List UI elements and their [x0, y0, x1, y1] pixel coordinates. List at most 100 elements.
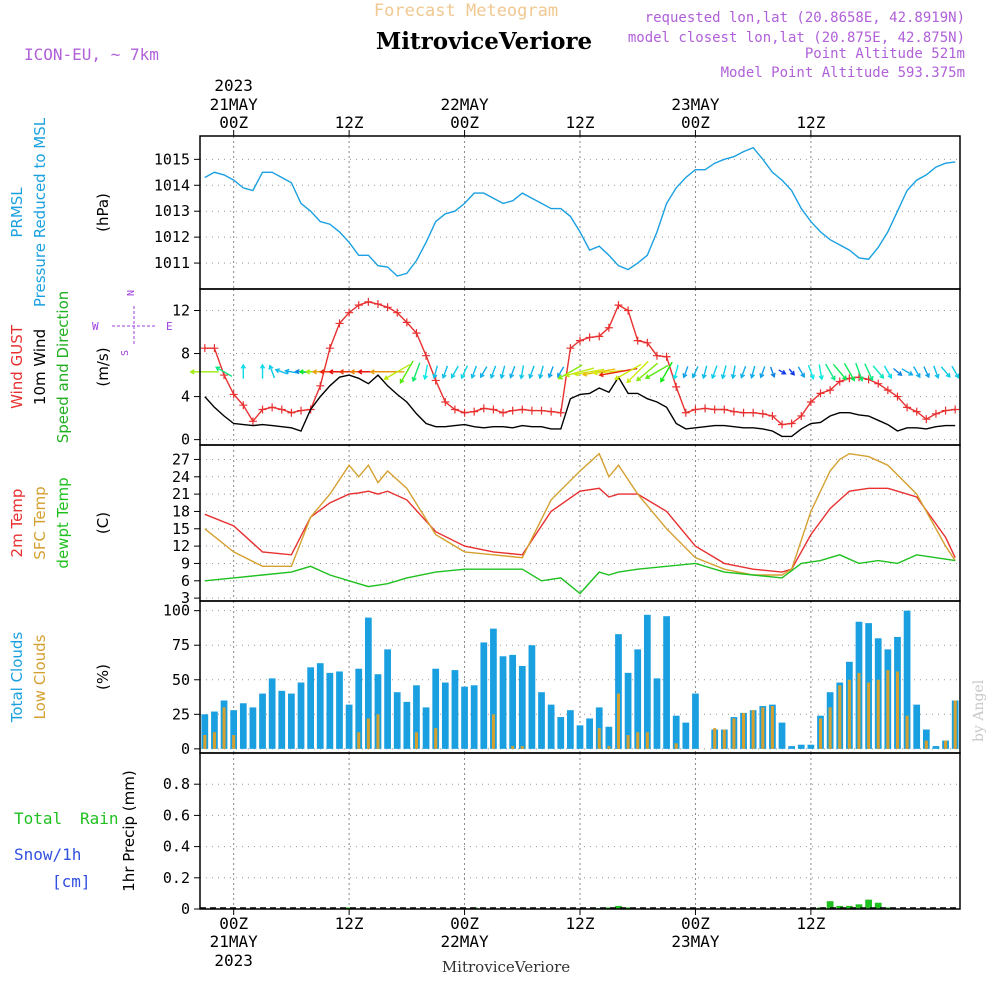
bar-total	[932, 746, 940, 749]
gust-marker	[556, 408, 565, 417]
bar-total	[355, 668, 363, 749]
wind-arrow-head	[349, 369, 355, 375]
gust-marker	[277, 405, 286, 414]
gust-marker	[768, 411, 777, 420]
bar-low	[636, 732, 640, 749]
wind-arrow	[614, 363, 642, 380]
gust-marker	[691, 405, 700, 414]
bar-rain	[874, 902, 882, 909]
bar-total	[336, 671, 343, 749]
bottom-day-label: 22MAY	[440, 932, 489, 951]
bar-low	[905, 715, 909, 749]
y-tick-label: 18	[172, 502, 190, 520]
panel-ylabel: Low Clouds	[31, 634, 49, 719]
gust-marker	[345, 308, 354, 317]
y-tick-label: 12	[172, 302, 190, 320]
bar-total	[605, 726, 613, 749]
panel-ylabel: (hPa)	[94, 193, 112, 232]
wind-arrow-head	[328, 369, 334, 375]
wind-arrow-head	[830, 375, 836, 381]
wind-arrow-head	[311, 369, 317, 375]
gust-marker	[248, 417, 257, 426]
panel-ylabel: Wind GUST	[8, 324, 26, 409]
series-line-pressure	[204, 146, 956, 277]
wind-arrow-head	[432, 373, 438, 380]
gust-marker	[210, 344, 219, 353]
gust-marker	[229, 390, 238, 399]
bar-low	[886, 670, 890, 749]
bar-rain	[855, 904, 863, 909]
wind-arrow-head	[868, 375, 874, 382]
bar-rain	[846, 905, 853, 909]
wind-arrow-head	[790, 370, 795, 376]
y-tick-label: 0.6	[163, 806, 190, 824]
top-hour-label: 12Z	[566, 113, 595, 132]
y-tick-label: 50	[172, 671, 190, 689]
gust-marker	[912, 407, 921, 416]
wind-arrow-head	[770, 372, 776, 379]
gust-marker	[835, 377, 844, 386]
wind-arrow-head	[284, 368, 290, 374]
bar-low	[847, 679, 851, 749]
bar-total	[509, 654, 517, 749]
wind-arrow	[285, 370, 298, 374]
wind-arrow-head	[908, 371, 914, 376]
gust-marker	[739, 408, 748, 417]
bar-total	[557, 717, 565, 749]
bar-low	[616, 693, 620, 749]
gust-marker	[479, 404, 488, 413]
wind-arrow-head	[781, 369, 787, 375]
wind-arrow-head	[635, 376, 642, 382]
y-tick-label: 12	[172, 537, 190, 555]
panel-ylabel: 10m Wind	[31, 329, 49, 405]
gust-marker	[903, 403, 912, 412]
top-day-label: 21MAY	[210, 95, 259, 114]
gust-marker	[537, 406, 546, 415]
bar-low	[222, 707, 226, 749]
wind-arrow-head	[809, 374, 815, 380]
bar-total	[432, 668, 440, 749]
gust-marker	[422, 351, 431, 360]
bar-total	[634, 649, 642, 749]
wind-arrow	[883, 365, 892, 379]
gust-marker	[239, 401, 248, 410]
wind-arrow	[864, 363, 874, 381]
bar-low	[732, 718, 736, 749]
gust-marker	[547, 407, 556, 416]
top-hour-label: 12Z	[796, 113, 825, 132]
top-year: 2023	[214, 76, 253, 95]
bar-low	[761, 707, 765, 749]
bar-total	[518, 665, 526, 749]
panel-ylabel: Speed and Direction	[54, 291, 72, 444]
wind-arrow-head	[682, 373, 688, 379]
bar-total	[422, 707, 430, 749]
y-tick-label: 1012	[154, 228, 190, 246]
wind-arrow	[732, 365, 736, 379]
wind-arrow-head	[818, 375, 824, 381]
bar-rain	[615, 905, 622, 909]
wind-arrow	[636, 362, 659, 382]
panel-frame	[199, 752, 961, 910]
bar-low	[876, 679, 880, 749]
wind-arrow	[520, 365, 525, 379]
compass-s: S	[120, 350, 131, 356]
bar-low	[626, 735, 630, 749]
bar-rain	[884, 907, 892, 909]
bar-low	[838, 685, 842, 749]
bar-total	[663, 616, 670, 749]
wind-arrow	[424, 364, 429, 379]
wind-arrow-head	[749, 373, 755, 379]
gust-marker	[749, 408, 758, 417]
bar-low	[376, 714, 380, 749]
wind-arrow-head	[274, 368, 280, 374]
gust-marker	[431, 376, 440, 385]
bar-total	[278, 690, 286, 749]
series-line-dewpt	[204, 554, 956, 595]
wind-arrow	[275, 369, 288, 375]
bar-total	[230, 710, 238, 749]
wind-arrow-head	[945, 372, 951, 378]
wind-arrow-head	[489, 373, 495, 380]
bar-total	[316, 663, 324, 749]
wind-arrow-head	[215, 366, 221, 372]
bar-total	[374, 674, 382, 749]
